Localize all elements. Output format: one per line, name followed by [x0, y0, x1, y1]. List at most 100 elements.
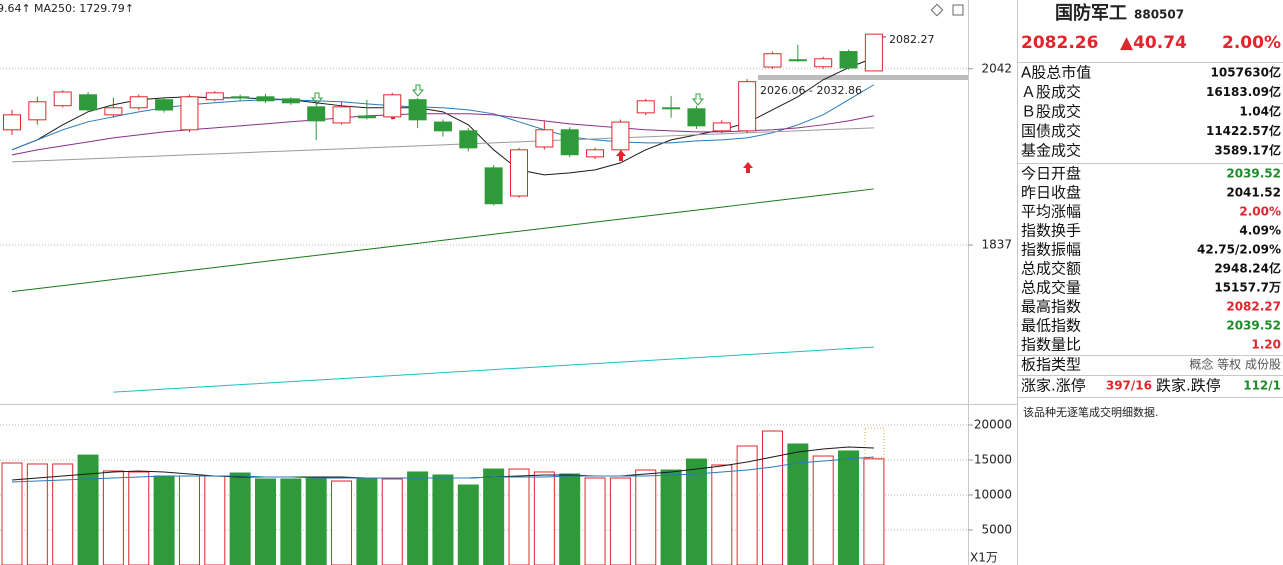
row-value: 1057630亿	[1211, 65, 1281, 80]
volume-bar	[280, 478, 302, 565]
candle-body	[864, 33, 883, 72]
row-label: 板指类型	[1021, 356, 1081, 374]
row-label: 昨日收盘	[1021, 184, 1081, 202]
row-value: 概念 等权 成份股	[1189, 357, 1281, 372]
row-value: 15157.7万	[1214, 281, 1281, 295]
y-tick-label: 1837	[981, 237, 1012, 251]
row-label: 指数换手	[1021, 222, 1081, 240]
candle-body	[307, 106, 326, 122]
volume-bar	[128, 471, 150, 565]
row-value: 1.04亿	[1239, 104, 1281, 119]
row-value: 3589.17亿	[1214, 143, 1281, 158]
row-label: 指数振幅	[1021, 241, 1081, 259]
candle-body	[357, 115, 376, 119]
candle-body	[586, 149, 605, 158]
candle-body	[433, 121, 452, 132]
candle-body	[408, 99, 427, 121]
row-label: 今日开盘	[1021, 165, 1081, 183]
candle-body	[636, 100, 655, 114]
candle-body	[205, 92, 224, 101]
volume-bar	[356, 478, 378, 565]
change: ▲40.74	[1120, 33, 1187, 53]
row-value: 2041.52	[1226, 186, 1281, 200]
candle-body	[104, 107, 123, 116]
legend-text: MA250: 1729.79↑	[34, 2, 134, 15]
volume-bar	[1, 462, 23, 565]
candle-body	[484, 167, 503, 205]
y-tick-label: 10000	[974, 488, 1012, 502]
volume-bar	[762, 430, 783, 565]
row-value: 4.09%	[1239, 224, 1281, 238]
signals	[310, 84, 753, 173]
sell-signal	[691, 93, 705, 106]
volume-bar	[102, 470, 124, 565]
volume-bar	[787, 443, 809, 565]
legend-text: 9.64↑	[0, 2, 31, 15]
volume-bar	[812, 455, 834, 565]
row-value: 16183.09亿	[1206, 84, 1281, 99]
volume-bar	[204, 475, 226, 565]
row-label: Ｂ股成交	[1021, 103, 1081, 121]
y-tick-label: 20000	[974, 418, 1012, 432]
volume-bar	[736, 445, 758, 565]
index-code: 880507	[1134, 8, 1184, 22]
volume-bar	[407, 471, 429, 565]
candle-body	[79, 94, 98, 111]
candle-body	[712, 122, 731, 132]
candle-body	[281, 98, 300, 104]
buy-signal	[616, 150, 626, 161]
candle-body	[560, 129, 579, 156]
volume-bar	[229, 472, 251, 565]
window-icon[interactable]	[952, 4, 964, 16]
row-label: 总成交量	[1021, 279, 1081, 297]
row-label: A股总市值	[1021, 64, 1091, 82]
volume-bar	[838, 450, 860, 565]
candle-body	[763, 53, 782, 68]
row-value: 2039.52	[1226, 319, 1281, 333]
ma-line	[11, 113, 874, 156]
row-label: 国债成交	[1021, 122, 1081, 140]
volume-bar	[685, 458, 707, 565]
change-pct: 2.00%	[1222, 33, 1281, 53]
candle-body	[662, 107, 681, 110]
volume-bar	[77, 454, 99, 565]
volume-bar	[52, 463, 74, 565]
candle-body	[53, 91, 72, 107]
y-tick-label: 5000	[981, 523, 1012, 537]
volume-bar	[381, 478, 403, 565]
ma-line	[113, 346, 874, 393]
row-label: 总成交额	[1021, 260, 1081, 278]
candle-body	[129, 96, 148, 109]
candle-body	[788, 59, 807, 62]
candle-body	[535, 129, 554, 148]
candle-body	[383, 94, 402, 118]
row-value: 1.20	[1251, 338, 1281, 352]
volume-bar	[584, 477, 606, 565]
volume-bar	[457, 484, 479, 565]
down-label: 跌家.跌停	[1156, 377, 1221, 395]
volume-bar	[153, 475, 175, 565]
volume-bar	[305, 476, 327, 565]
row-label: Ａ股成交	[1021, 83, 1081, 101]
ma-line	[11, 127, 874, 163]
volume-bar	[178, 475, 200, 565]
volume-bar	[432, 474, 454, 565]
candle-body	[3, 114, 21, 131]
candle-body	[687, 108, 706, 127]
candle-body	[814, 58, 833, 68]
candle-body	[180, 96, 199, 131]
row-value: 11422.57亿	[1206, 123, 1281, 138]
diamond-icon[interactable]	[930, 3, 944, 17]
row-value: 42.75/2.09%	[1197, 243, 1281, 257]
unit-label: X1万	[970, 551, 998, 565]
candle-body	[839, 51, 858, 69]
volume-bar	[331, 480, 353, 565]
ma-line	[11, 456, 874, 483]
y-tick-label: 2042	[981, 61, 1012, 75]
candle-body	[256, 96, 275, 102]
up-value: 397/16	[1106, 379, 1152, 393]
up-label: 涨家.涨停	[1021, 377, 1086, 395]
candle-body	[28, 101, 47, 121]
candle-body	[332, 106, 351, 124]
